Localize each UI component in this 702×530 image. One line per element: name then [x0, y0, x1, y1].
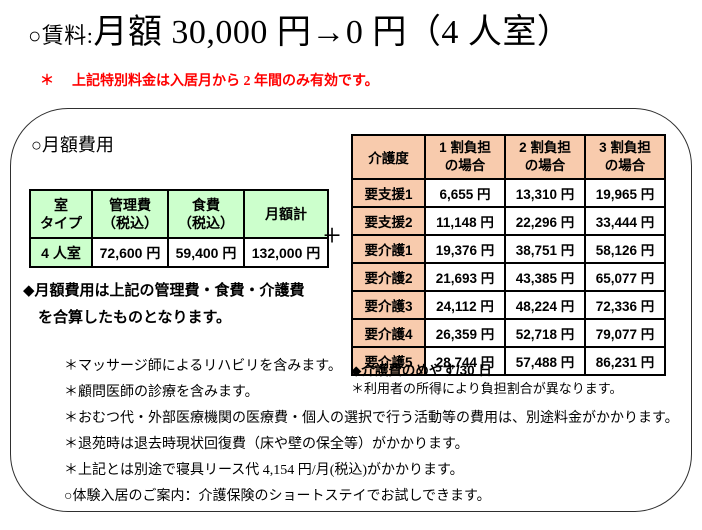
cell-copay-10: 24,112 円: [424, 290, 506, 320]
cell-care-level: 要介護1: [351, 234, 426, 264]
cell-copay-30: 58,126 円: [584, 234, 666, 264]
cell-room-type: 4 人室: [29, 237, 93, 268]
cell-copay-20: 57,488 円: [504, 346, 586, 376]
care-cost-table: 介護度 1 割負担 の場合 2 割負担 の場合 3 割負担 の場合 要支援1 6…: [351, 134, 666, 376]
header-copay-10: 1 割負担 の場合: [424, 134, 506, 180]
care-cost-footnote: ＊利用者の所得により負担割合が異なります。: [351, 381, 623, 396]
table-header-row: 介護度 1 割負担 の場合 2 割負担 の場合 3 割負担 の場合: [351, 134, 666, 180]
cell-copay-30: 86,231 円: [584, 346, 666, 376]
table-row-crossed: 要支援1 6,655 円 13,310 円 19,965 円: [351, 178, 666, 208]
header-copay-20: 2 割負担 の場合: [504, 134, 586, 180]
care-cost-caption: ◆介護費のめやす/30 日: [351, 363, 492, 378]
table-row: 要支援2 11,148 円 22,296 円 33,444 円: [351, 206, 666, 236]
table-row: 要介護3 24,112 円 48,224 円 72,336 円: [351, 290, 666, 320]
cell-care-level: 要介護3: [351, 290, 426, 320]
table-header-row: 室 タイプ 管理費 （税込） 食費 （税込） 月額計: [29, 189, 329, 239]
special-offer-note-text: 上記特別料金は入居月から 2 年間のみ有効です。: [72, 74, 379, 89]
note-item: ○体験入居のご案内：介護保険のショートステイでお試しできます。: [64, 489, 491, 504]
table-row: 要介護2 21,693 円 43,385 円 65,077 円: [351, 262, 666, 292]
table-row: 要介護4 26,359 円 52,718 円 79,077 円: [351, 318, 666, 348]
cell-copay-30: 72,336 円: [584, 290, 666, 320]
cell-copay-30: 33,444 円: [584, 206, 666, 236]
header-meal-fee: 食費 （税込）: [167, 189, 245, 239]
cell-copay-20: 38,751 円: [504, 234, 586, 264]
cell-copay-20: 13,310 円: [504, 178, 586, 208]
monthly-total-note: ◆月額費用は上記の管理費・食費・介護費 を合算したものとなります。: [23, 277, 305, 331]
cell-copay-20: 22,296 円: [504, 206, 586, 236]
monthly-cost-box: ○月額費用 室 タイプ 管理費 （税込） 食費 （税込） 月額計 4 人室 72…: [10, 108, 692, 512]
monthly-total-note-line2: を合算したものとなります。: [38, 309, 232, 326]
header-management-fee: 管理費 （税込）: [91, 189, 169, 239]
cell-care-level: 要介護2: [351, 262, 426, 292]
table-row: 要介護1 19,376 円 38,751 円 58,126 円: [351, 234, 666, 264]
cell-care-level: 要介護4: [351, 318, 426, 348]
cell-copay-10: 21,693 円: [424, 262, 506, 292]
header-monthly-total: 月額計: [243, 189, 329, 239]
note-item: ＊上記とは別途で寝具リース代 4,154 円/月(税込)がかかります。: [64, 463, 464, 478]
plus-sign: +: [323, 217, 342, 253]
page-title-prefix: ○賃料:: [28, 23, 94, 48]
cell-management-fee: 72,600 円: [91, 237, 169, 268]
notes-list: ＊マッサージ師によるリハビリを含みます。 ＊顧問医師の診療を含みます。 ＊おむつ…: [64, 354, 679, 510]
header-copay-30: 3 割負担 の場合: [584, 134, 666, 180]
cell-copay-30: 79,077 円: [584, 318, 666, 348]
monthly-fee-table: 室 タイプ 管理費 （税込） 食費 （税込） 月額計 4 人室 72,600 円…: [29, 189, 329, 268]
cell-copay-30: 19,965 円: [584, 178, 666, 208]
cell-care-level: 要支援2: [351, 206, 426, 236]
cell-copay-20: 48,224 円: [504, 290, 586, 320]
cell-copay-20: 43,385 円: [504, 262, 586, 292]
cell-monthly-total: 132,000 円: [243, 237, 329, 268]
table-row: 要介護5 28,744 円 57,488 円 86,231 円: [351, 346, 666, 376]
cell-copay-10: 19,376 円: [424, 234, 506, 264]
cell-copay-10: 28,744 円: [424, 346, 506, 376]
cell-care-level: 要支援1: [351, 178, 426, 208]
special-offer-note: ＊ 上記特別料金は入居月から 2 年間のみ有効です。: [40, 70, 379, 90]
cell-copay-30: 65,077 円: [584, 262, 666, 292]
note-item: ＊マッサージ師によるリハビリを含みます。: [64, 359, 342, 374]
note-item: ＊顧問医師の診療を含みます。: [64, 385, 259, 400]
asterisk-marker: ＊: [40, 74, 54, 89]
cell-copay-10: 26,359 円: [424, 318, 506, 348]
cell-copay-10: 11,148 円: [424, 206, 506, 236]
cell-copay-20: 52,718 円: [504, 318, 586, 348]
header-room-type: 室 タイプ: [29, 189, 93, 239]
note-item: ＊おむつ代・外部医療機関の医療費・個人の選択で行う活動等の費用は、別途料金がかか…: [64, 411, 679, 426]
cell-copay-10: 6,655 円: [424, 178, 506, 208]
note-item: ＊退苑時は退去時現状回復費（床や壁の保全等）がかかります。: [64, 437, 469, 452]
page-title: ○賃料: 月額 30,000 円→0 円（4 人室）: [28, 4, 571, 53]
cell-meal-fee: 59,400 円: [167, 237, 245, 268]
header-care-level: 介護度: [351, 134, 426, 180]
monthly-total-note-line1: ◆月額費用は上記の管理費・食費・介護費: [23, 282, 305, 299]
section-title-monthly-cost: ○月額費用: [31, 135, 114, 155]
cell-care-level: 要介護5: [351, 346, 426, 376]
table-row: 4 人室 72,600 円 59,400 円 132,000 円: [29, 237, 329, 268]
page-title-main: 月額 30,000 円→0 円（4 人室）: [93, 14, 572, 51]
